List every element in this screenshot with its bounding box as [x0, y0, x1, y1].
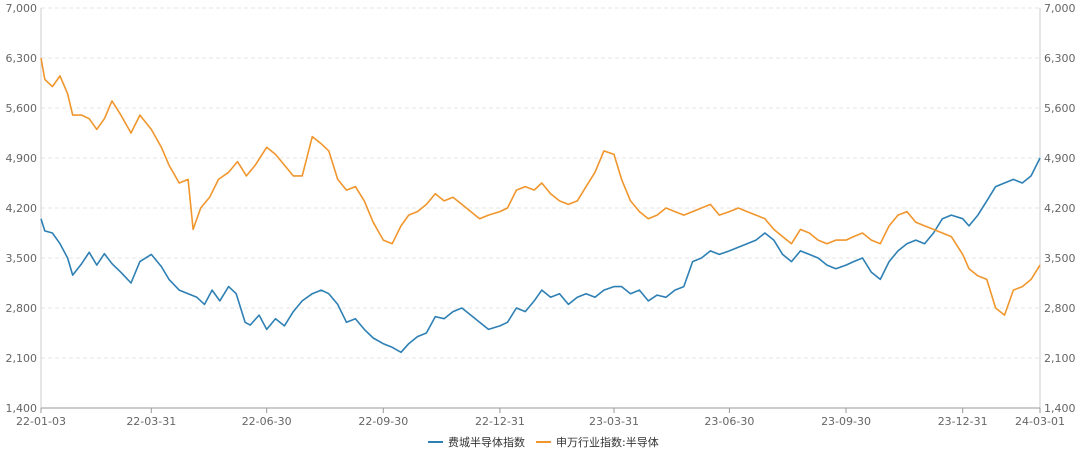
x-tick-label: 23-06-30	[704, 415, 754, 428]
left-y-tick-labels: 1,400 2,100 2,800 3,500 4,200 4,900 5,600 6,300…	[6, 2, 38, 415]
right-y-tick-label: 3,500	[1044, 252, 1076, 265]
series-line-2	[40, 57, 1041, 316]
right-y-tick-label: 4,900	[1044, 152, 1076, 165]
x-tick-label: 23-03-31	[589, 415, 639, 428]
right-y-tick-label: 2,800	[1044, 302, 1076, 315]
x-tick-label: 23-12-31	[938, 415, 988, 428]
left-y-tick-label: 1,400	[6, 402, 38, 415]
legend-label-series-2: 申万行业指数:半导体	[556, 435, 659, 449]
x-tick-label: 22-06-30	[242, 415, 292, 428]
legend-label-series-1: 费城半导体指数	[448, 435, 525, 449]
legend: 费城半导体指数 申万行业指数:半导体	[428, 435, 659, 449]
right-y-tick-label: 7,000	[1044, 2, 1076, 15]
legend-item-series-2[interactable]: 申万行业指数:半导体	[536, 435, 659, 449]
right-y-tick-label: 2,100	[1044, 352, 1076, 365]
x-tick-labels: 22-01-03 22-03-31 22-06-30 22-09-30 22-12-31…	[16, 408, 1065, 428]
left-y-tick-label: 2,800	[6, 302, 38, 315]
legend-item-series-1[interactable]: 费城半导体指数	[428, 435, 525, 449]
right-y-tick-label: 4,200	[1044, 202, 1076, 215]
left-y-tick-label: 2,100	[6, 352, 38, 365]
axes	[40, 8, 1041, 409]
x-tick-label: 24-03-01	[1015, 415, 1065, 428]
left-y-tick-label: 4,200	[6, 202, 38, 215]
right-y-tick-label: 1,400	[1044, 402, 1076, 415]
left-y-tick-label: 4,900	[6, 152, 38, 165]
series-layer	[40, 57, 1041, 354]
x-tick-label: 22-01-03	[16, 415, 66, 428]
x-tick-label: 22-09-30	[358, 415, 408, 428]
right-y-tick-label: 6,300	[1044, 52, 1076, 65]
gridlines	[41, 7, 1040, 359]
x-tick-label: 22-03-31	[126, 415, 176, 428]
series-line-1	[40, 157, 1041, 354]
right-y-tick-label: 5,600	[1044, 102, 1076, 115]
x-tick-label: 23-09-30	[821, 415, 871, 428]
x-tick-label: 22-12-31	[475, 415, 525, 428]
left-y-tick-label: 3,500	[6, 252, 38, 265]
left-y-tick-label: 6,300	[6, 52, 38, 65]
left-y-tick-label: 7,000	[6, 2, 38, 15]
left-y-tick-label: 5,600	[6, 102, 38, 115]
right-y-tick-labels: 1,400 2,100 2,800 3,500 4,200 4,900 5,600 6,300…	[1044, 2, 1076, 415]
